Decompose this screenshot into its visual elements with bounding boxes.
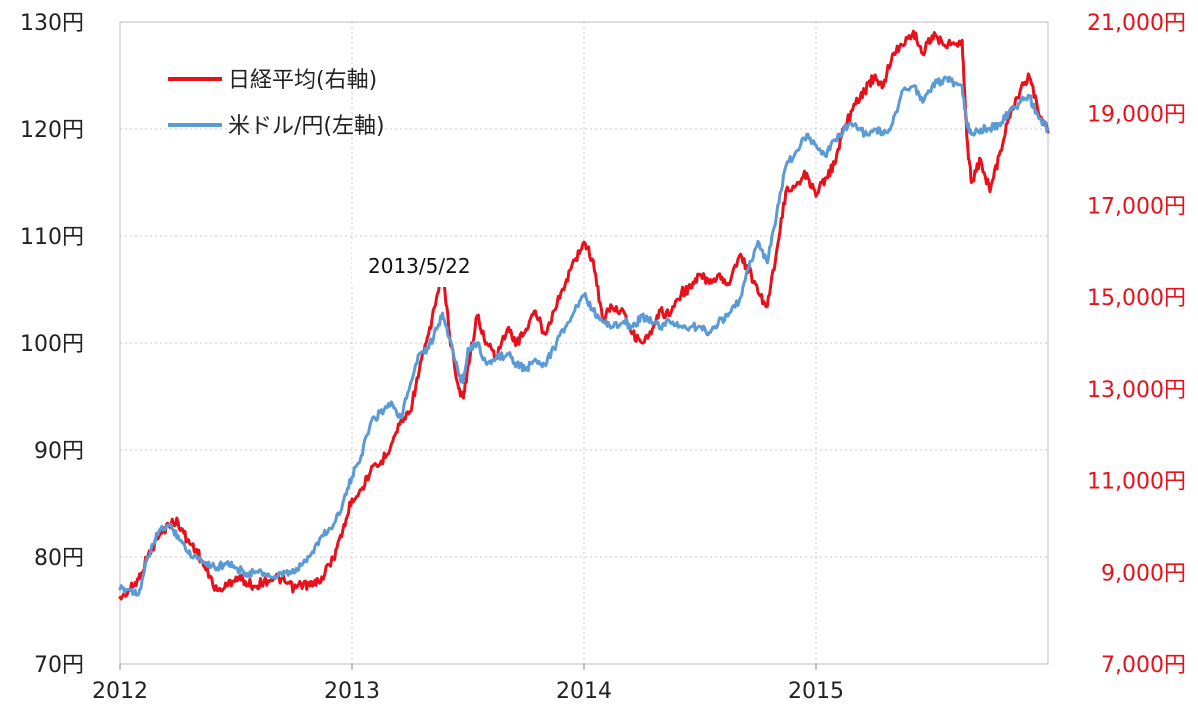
y-left-tick-label: 110円	[20, 225, 84, 250]
y-right-tick-label: 17,000円	[1087, 194, 1186, 219]
axis-ticks: 70円 80円 90円 100円 110円 120円 130円 7,000円 9,000円 11,…	[20, 11, 1186, 704]
y-left-tick-label: 130円	[20, 11, 84, 36]
y-right-tick-label: 15,000円	[1087, 286, 1186, 311]
legend-label-usdjpy: 米ドル/円(左軸)	[228, 114, 385, 139]
y-right-tick-label: 19,000円	[1087, 103, 1186, 128]
annotation-backdrop	[352, 241, 504, 287]
y-left-tick-label: 90円	[34, 439, 84, 464]
x-tick-label: 2015	[788, 679, 844, 704]
y-left-tick-label: 80円	[34, 546, 84, 571]
series-lines	[118, 29, 1050, 601]
y-right-tick-label: 21,000円	[1087, 11, 1186, 36]
y-right-tick-label: 9,000円	[1101, 561, 1186, 586]
x-tick-label: 2012	[92, 679, 148, 704]
x-tick-label: 2014	[556, 679, 612, 704]
y-left-tick-label: 100円	[20, 332, 84, 357]
nikkei-series-line	[118, 29, 1050, 601]
y-left-tick-label: 120円	[20, 118, 84, 143]
y-right-tick-label: 7,000円	[1101, 653, 1186, 678]
x-tick-label: 2013	[324, 679, 380, 704]
gridlines	[120, 22, 1048, 664]
legend: 日経平均(右軸) 米ドル/円(左軸)	[168, 68, 385, 139]
annotation-label: 2013/5/22	[368, 254, 471, 278]
legend-label-nikkei: 日経平均(右軸)	[228, 68, 377, 93]
y-right-tick-label: 13,000円	[1087, 378, 1186, 403]
y-left-tick-label: 70円	[34, 653, 84, 678]
y-right-tick-label: 11,000円	[1087, 470, 1186, 495]
usdjpy-series-line	[118, 75, 1050, 597]
